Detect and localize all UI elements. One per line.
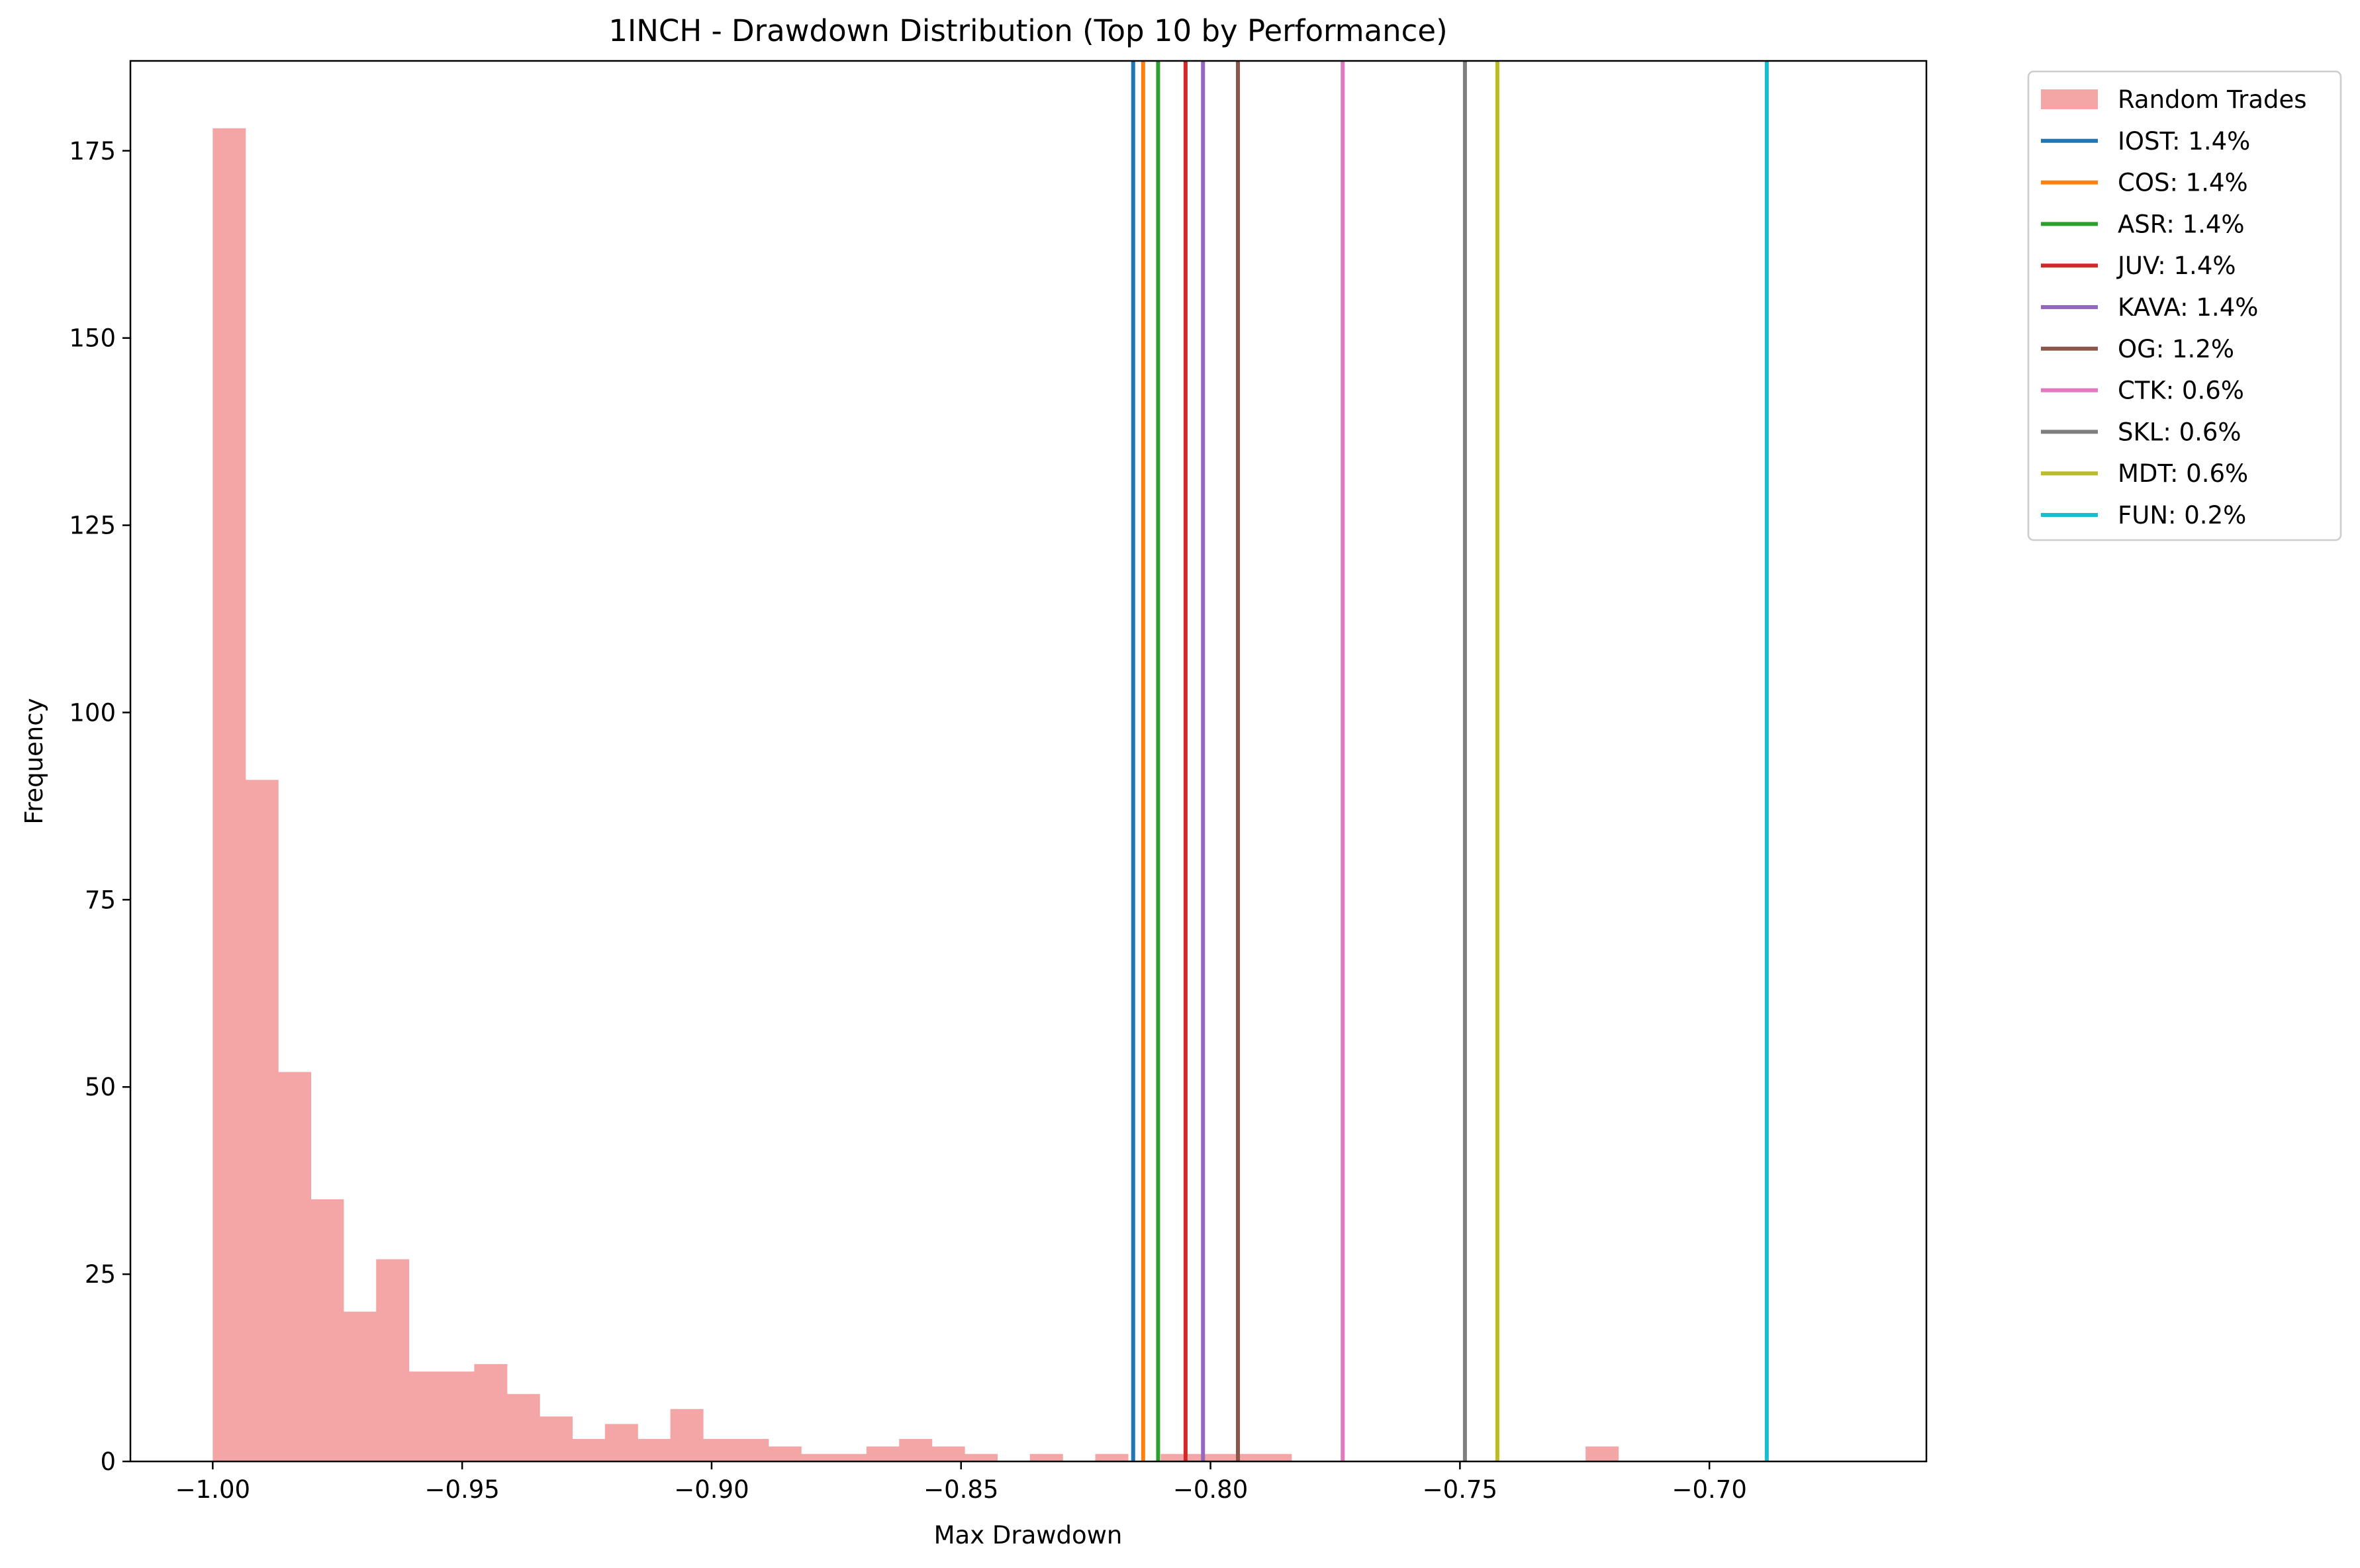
- y-tick-label: 75: [85, 886, 116, 914]
- y-tick-label: 125: [69, 512, 116, 540]
- legend: Random Trades IOST: 1.4% COS: 1.4% ASR: 1.4…: [2027, 70, 2342, 541]
- histogram-bar: [441, 1371, 475, 1461]
- legend-label: CTK: 0.6%: [2118, 377, 2244, 405]
- histogram-bar: [735, 1439, 769, 1461]
- legend-label: JUV: 1.4%: [2116, 252, 2236, 280]
- histogram-bar: [1585, 1446, 1619, 1461]
- chart-title: 1INCH - Drawdown Distribution (Top 10 by…: [608, 13, 1447, 48]
- histogram-bar: [245, 780, 279, 1461]
- histogram-bar: [376, 1259, 410, 1461]
- legend-label: FUN: 0.2%: [2118, 501, 2246, 530]
- legend-label: MDT: 0.6%: [2118, 459, 2248, 488]
- histogram-bar: [866, 1446, 900, 1461]
- histogram-bar: [572, 1439, 606, 1461]
- histogram-bar: [1226, 1453, 1259, 1461]
- histogram-bar: [702, 1439, 736, 1461]
- y-tick-label: 100: [69, 698, 116, 727]
- histogram-bar: [801, 1453, 835, 1461]
- histogram-bar: [506, 1394, 540, 1461]
- histogram-bars: [212, 128, 1619, 1461]
- histogram-bar: [899, 1439, 933, 1461]
- y-tick-label: 175: [69, 137, 116, 165]
- legend-label: COS: 1.4%: [2118, 169, 2248, 197]
- plot-frame: [129, 60, 1928, 1463]
- y-axis-ticks: 0 25 50 75 100 125 150 175: [69, 137, 130, 1476]
- x-tick-label: −0.75: [1423, 1475, 1497, 1504]
- legend-swatch: [2041, 89, 2098, 109]
- histogram-bar: [833, 1453, 867, 1461]
- x-tick-label: −0.70: [1672, 1475, 1746, 1504]
- histogram-bar: [212, 128, 246, 1461]
- legend-items: Random Trades IOST: 1.4% COS: 1.4% ASR: 1.4…: [2041, 85, 2307, 530]
- y-tick-label: 150: [69, 324, 116, 353]
- y-tick-label: 0: [100, 1448, 116, 1476]
- legend-label: Random Trades: [2118, 85, 2307, 114]
- x-tick-label: −0.90: [674, 1475, 749, 1504]
- legend-label: KAVA: 1.4%: [2118, 293, 2258, 322]
- histogram-bar: [604, 1424, 638, 1461]
- histogram-bar: [965, 1453, 998, 1461]
- x-axis-label: Max Drawdown: [934, 1521, 1123, 1549]
- legend-label: OG: 1.2%: [2118, 335, 2234, 363]
- histogram-bar: [1029, 1453, 1063, 1461]
- histogram-bar: [768, 1446, 802, 1461]
- histogram-bar: [931, 1446, 965, 1461]
- histogram-bar: [343, 1311, 377, 1461]
- x-tick-label: −0.95: [424, 1475, 499, 1504]
- histogram-bar: [310, 1199, 344, 1461]
- histogram-bar: [540, 1416, 573, 1461]
- y-tick-label: 25: [85, 1260, 116, 1289]
- x-axis-ticks: −1.00 −0.95 −0.90 −0.85 −0.80 −0.75 −0.70: [175, 1461, 1747, 1504]
- histogram-bar: [474, 1363, 508, 1461]
- y-axis-label: Frequency: [20, 698, 48, 824]
- histogram-bar: [278, 1072, 312, 1461]
- histogram-bar: [1160, 1453, 1194, 1461]
- legend-label: IOST: 1.4%: [2118, 127, 2250, 156]
- histogram-bar: [637, 1439, 671, 1461]
- histogram-bar: [1258, 1453, 1292, 1461]
- histogram-bar: [1193, 1453, 1227, 1461]
- histogram-bar: [408, 1371, 442, 1461]
- legend-label: ASR: 1.4%: [2118, 210, 2245, 238]
- legend-label: SKL: 0.6%: [2118, 418, 2242, 446]
- histogram-bar: [670, 1408, 704, 1461]
- histogram-bar: [1095, 1453, 1129, 1461]
- legend-box: [2027, 70, 2342, 541]
- x-tick-label: −0.85: [923, 1475, 998, 1504]
- x-tick-label: −1.00: [175, 1475, 250, 1504]
- reference-lines: [1131, 61, 1769, 1461]
- x-tick-label: −0.80: [1173, 1475, 1248, 1504]
- y-tick-label: 50: [85, 1073, 116, 1101]
